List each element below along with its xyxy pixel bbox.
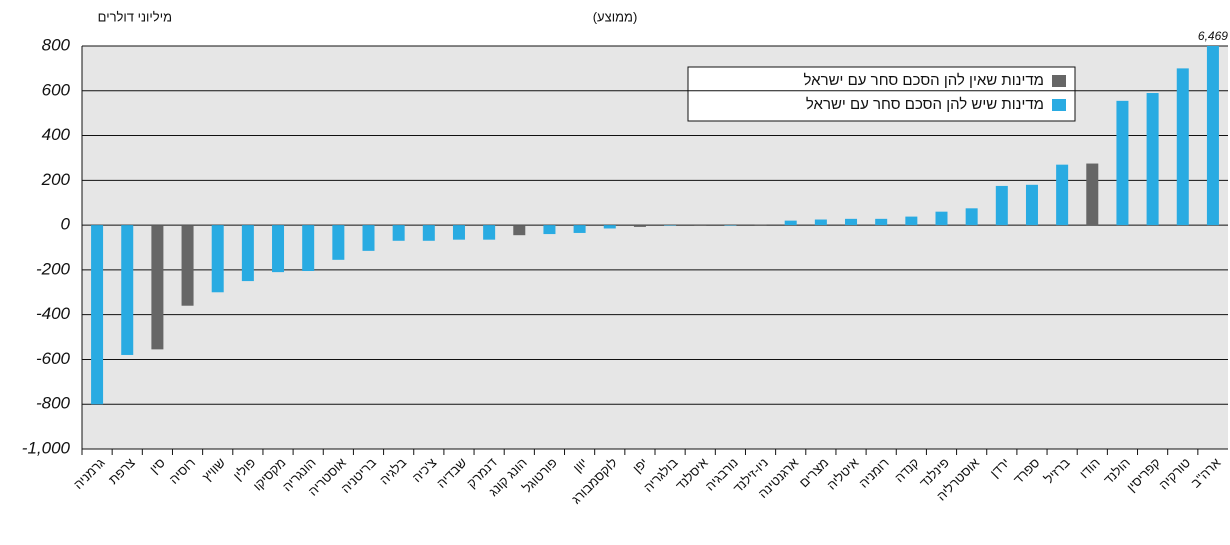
bar bbox=[272, 225, 284, 272]
x-tick-label: ארה"ב bbox=[1188, 455, 1224, 491]
bar bbox=[483, 225, 495, 240]
y-tick-label: -400 bbox=[36, 304, 71, 323]
bar bbox=[121, 225, 133, 355]
x-tick-label: טורקיה bbox=[1156, 455, 1193, 492]
x-tick-label: גרמניה bbox=[71, 455, 108, 492]
bar bbox=[1116, 101, 1128, 225]
x-tick-label: פורטוגל bbox=[520, 455, 561, 496]
bar bbox=[1147, 93, 1159, 225]
y-tick-label: 400 bbox=[42, 125, 71, 144]
x-tick-label: צרפת bbox=[106, 455, 138, 487]
legend-swatch bbox=[1052, 75, 1066, 87]
bar bbox=[574, 225, 586, 233]
bar bbox=[845, 219, 857, 225]
bar bbox=[242, 225, 254, 281]
bar bbox=[332, 225, 344, 260]
bar bbox=[91, 225, 103, 404]
x-tick-label: הודו bbox=[1077, 455, 1103, 481]
bar bbox=[453, 225, 465, 240]
bar bbox=[905, 217, 917, 226]
bar bbox=[543, 225, 555, 234]
x-tick-label: קפריסין bbox=[1124, 455, 1164, 495]
bar bbox=[1177, 68, 1189, 225]
subtitle: (ממוצע) bbox=[593, 9, 638, 24]
bar bbox=[1056, 165, 1068, 225]
y-tick-label: -600 bbox=[36, 349, 71, 368]
x-tick-label: איטליה bbox=[824, 455, 862, 493]
bar bbox=[1026, 185, 1038, 225]
bar bbox=[513, 225, 525, 235]
x-tick-label: יפן bbox=[630, 455, 651, 476]
x-tick-label: שבדיה bbox=[434, 455, 470, 491]
x-tick-label: רומניה bbox=[856, 455, 892, 491]
bar bbox=[423, 225, 435, 241]
legend-swatch bbox=[1052, 99, 1066, 111]
bar bbox=[875, 219, 887, 225]
x-tick-label: ירדן bbox=[987, 455, 1012, 480]
bar bbox=[966, 208, 978, 225]
y-tick-label: 800 bbox=[42, 35, 71, 54]
bar bbox=[815, 220, 827, 226]
bar bbox=[755, 224, 767, 225]
value-label: 6,469 bbox=[1198, 29, 1228, 43]
unit-label: מיליוני דולרים bbox=[98, 9, 172, 24]
x-tick-label: בולגריה bbox=[641, 455, 681, 495]
y-tick-label: 200 bbox=[41, 170, 71, 189]
y-tick-label: 0 bbox=[61, 215, 71, 234]
x-tick-label: ברזיל bbox=[1041, 455, 1073, 487]
bar bbox=[212, 225, 224, 292]
bar bbox=[182, 225, 194, 306]
y-tick-label: -1,000 bbox=[22, 438, 71, 457]
y-tick-label: 600 bbox=[42, 80, 71, 99]
x-tick-label: ספרד bbox=[1010, 455, 1042, 487]
bar bbox=[363, 225, 375, 251]
x-tick-label: איסלנד bbox=[673, 455, 711, 493]
y-tick-label: -200 bbox=[36, 259, 71, 278]
bar bbox=[151, 225, 163, 349]
bar bbox=[785, 221, 797, 225]
x-tick-label: יוון bbox=[570, 455, 590, 475]
legend-label: מדינות שיש להן הסכם סחר עם ישראל bbox=[806, 96, 1044, 113]
bar bbox=[604, 225, 616, 228]
bar bbox=[936, 212, 948, 225]
y-tick-label: -800 bbox=[36, 394, 71, 413]
x-tick-label: רוסיה bbox=[166, 455, 198, 487]
bar bbox=[996, 186, 1008, 225]
bar bbox=[1086, 164, 1098, 226]
bar bbox=[694, 225, 706, 226]
bar bbox=[393, 225, 405, 241]
x-tick-label: בלגיה bbox=[377, 455, 410, 488]
x-tick-label: סין bbox=[147, 455, 168, 476]
x-tick-label: שוויץ bbox=[199, 455, 228, 484]
bar bbox=[302, 225, 314, 271]
legend-label: מדינות שאין להן הסכם סחר עם ישראל bbox=[804, 72, 1044, 89]
bar bbox=[634, 225, 646, 227]
